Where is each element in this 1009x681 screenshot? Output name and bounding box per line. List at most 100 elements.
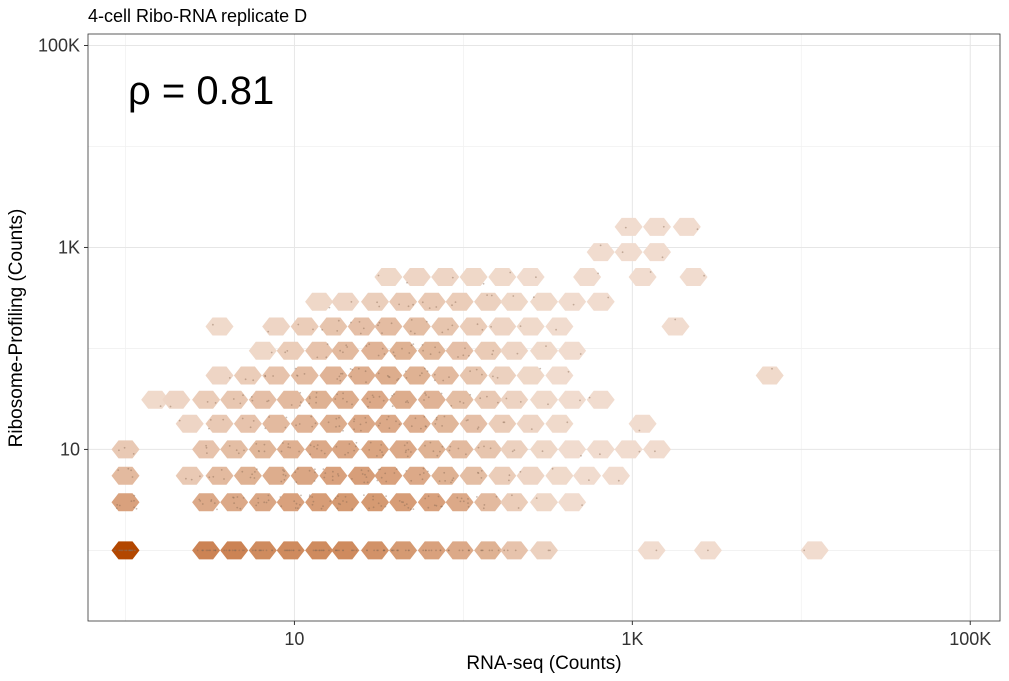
hexbin-cell [530, 440, 558, 459]
scatter-point [214, 402, 217, 404]
scatter-point [329, 500, 332, 502]
scatter-point [267, 499, 270, 502]
scatter-point [290, 549, 293, 552]
scatter-point [467, 549, 470, 552]
scatter-point [316, 444, 319, 446]
scatter-point [419, 473, 421, 476]
hexbin-cell [111, 440, 140, 459]
scatter-point [346, 400, 348, 403]
hexbin-cell [516, 317, 545, 336]
scatter-point [572, 303, 575, 306]
scatter-point [378, 321, 381, 324]
scatter-point [252, 420, 255, 422]
scatter-point [335, 417, 338, 420]
hexbin-cell [516, 466, 545, 485]
scatter-point [308, 396, 311, 398]
scatter-point [300, 494, 302, 497]
scatter-point [206, 401, 209, 403]
scatter-point [337, 495, 339, 498]
scatter-point [638, 429, 641, 432]
scatter-point [266, 400, 268, 403]
scatter-point [580, 454, 582, 457]
scatter-point [451, 276, 454, 279]
scatter-point [401, 347, 403, 350]
scatter-point [199, 475, 201, 478]
scatter-point [448, 376, 450, 378]
scatter-point [441, 505, 443, 508]
hexbin-cell [331, 341, 360, 360]
scatter-point [449, 445, 452, 448]
scatter-point [503, 421, 506, 424]
hexbin-cell [488, 366, 517, 385]
scatter-point [233, 549, 236, 552]
scatter-point [314, 468, 316, 471]
scatter-point [118, 549, 121, 552]
scatter-point [345, 501, 348, 503]
scatter-point [243, 549, 245, 552]
scatter-point [404, 451, 407, 454]
scatter-point [397, 378, 400, 380]
scatter-point [272, 375, 274, 377]
scatter-point [434, 423, 437, 425]
scatter-point [346, 346, 349, 348]
scatter-point [475, 368, 478, 371]
hexbin-cell [586, 292, 615, 311]
scatter-point [462, 402, 465, 404]
scatter-point [482, 507, 485, 510]
scatter-point [496, 376, 499, 379]
scatter-point [490, 294, 493, 297]
hexbin-cells [111, 217, 829, 560]
scatter-point [334, 398, 337, 400]
scatter-point [516, 352, 519, 355]
scatter-point [350, 301, 353, 303]
hexbin-cell [445, 440, 474, 459]
scatter-point [297, 468, 299, 470]
scatter-point [624, 226, 627, 229]
scatter-point [309, 444, 312, 447]
scatter-point [404, 549, 407, 552]
scatter-point [119, 549, 122, 552]
scatter-point [408, 352, 411, 354]
x-axis-title: RNA-seq (Counts) [466, 653, 621, 674]
scatter-point [412, 508, 415, 510]
scatter-point [260, 549, 262, 552]
hexbin-cell [417, 440, 446, 459]
scatter-point [340, 372, 342, 375]
scatter-point [320, 449, 323, 452]
scatter-point [422, 349, 424, 352]
scatter-point [422, 472, 425, 474]
scatter-point [425, 394, 427, 396]
scatter-point [456, 496, 459, 499]
scatter-point [345, 344, 348, 347]
scatter-point [467, 498, 469, 500]
scatter-point [205, 549, 208, 552]
scatter-point [405, 377, 408, 379]
scatter-point [409, 330, 412, 333]
scatter-point [352, 549, 355, 552]
scatter-point [242, 394, 244, 397]
scatter-point [447, 549, 450, 552]
scatter-point [477, 472, 480, 474]
scatter-point [460, 497, 463, 500]
scatter-point [338, 549, 340, 552]
scatter-point [513, 449, 516, 451]
scatter-point [326, 343, 329, 346]
scatter-point [268, 416, 270, 418]
scatter-point [391, 405, 394, 408]
scatter-point [295, 502, 298, 505]
hexbin-cell [474, 440, 503, 459]
hexbin-cell [205, 466, 234, 485]
scatter-point [234, 549, 237, 552]
scatter-point [551, 467, 554, 470]
scatter-point [338, 375, 341, 378]
hexbin-cell [530, 493, 558, 512]
hexbin-cell [111, 466, 140, 485]
scatter-point [398, 500, 401, 502]
scatter-point [335, 549, 338, 552]
scatter-point [410, 508, 412, 511]
scatter-point [392, 549, 395, 552]
hexbin-cell [319, 414, 348, 433]
scatter-point [286, 350, 289, 352]
scatter-point [113, 549, 116, 552]
scatter-point [336, 507, 339, 510]
